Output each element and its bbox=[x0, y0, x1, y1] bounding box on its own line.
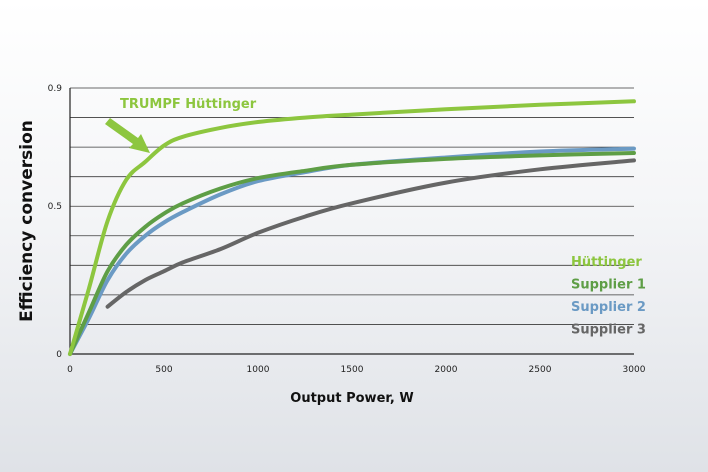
x-tick-label: 500 bbox=[155, 365, 172, 375]
y-tick-label: 0.9 bbox=[48, 84, 63, 94]
legend: Hüttinger Supplier 1 Supplier 2 Supplier 3 bbox=[571, 255, 646, 338]
y-tick-label: 0 bbox=[56, 350, 62, 360]
x-tick-labels: 0 500 1000 1500 2000 2500 3000 bbox=[67, 365, 646, 375]
series-lines bbox=[68, 99, 636, 356]
x-tick-label: 0 bbox=[67, 365, 73, 375]
y-tick-labels: 0 0.5 0.9 bbox=[48, 84, 63, 360]
y-axis-title: Efficiency conversion bbox=[17, 120, 37, 322]
x-tick-label: 2500 bbox=[529, 365, 552, 375]
x-tick-label: 2000 bbox=[435, 365, 458, 375]
legend-item: Supplier 3 bbox=[571, 323, 646, 338]
annotation-label: TRUMPF Hüttinger bbox=[120, 97, 257, 112]
y-tick-label: 0.5 bbox=[48, 202, 62, 212]
x-tick-label: 1500 bbox=[341, 365, 364, 375]
annotation: TRUMPF Hüttinger bbox=[105, 97, 257, 153]
annotation-arrow-icon bbox=[105, 118, 150, 153]
legend-item: Supplier 2 bbox=[571, 300, 646, 315]
series-line-supplier-1 bbox=[68, 151, 636, 356]
grid-lines bbox=[70, 87, 634, 325]
x-tick-label: 1000 bbox=[247, 365, 270, 375]
series-line-supplier-3 bbox=[105, 158, 636, 309]
axes bbox=[69, 88, 634, 355]
series-line-supplier-2 bbox=[68, 146, 636, 356]
legend-item: Supplier 1 bbox=[571, 278, 646, 293]
series-line-h-ttinger bbox=[68, 99, 636, 356]
x-axis-title: Output Power, W bbox=[290, 391, 413, 406]
x-tick-label: 3000 bbox=[623, 365, 646, 375]
legend-item: Hüttinger bbox=[571, 255, 642, 270]
